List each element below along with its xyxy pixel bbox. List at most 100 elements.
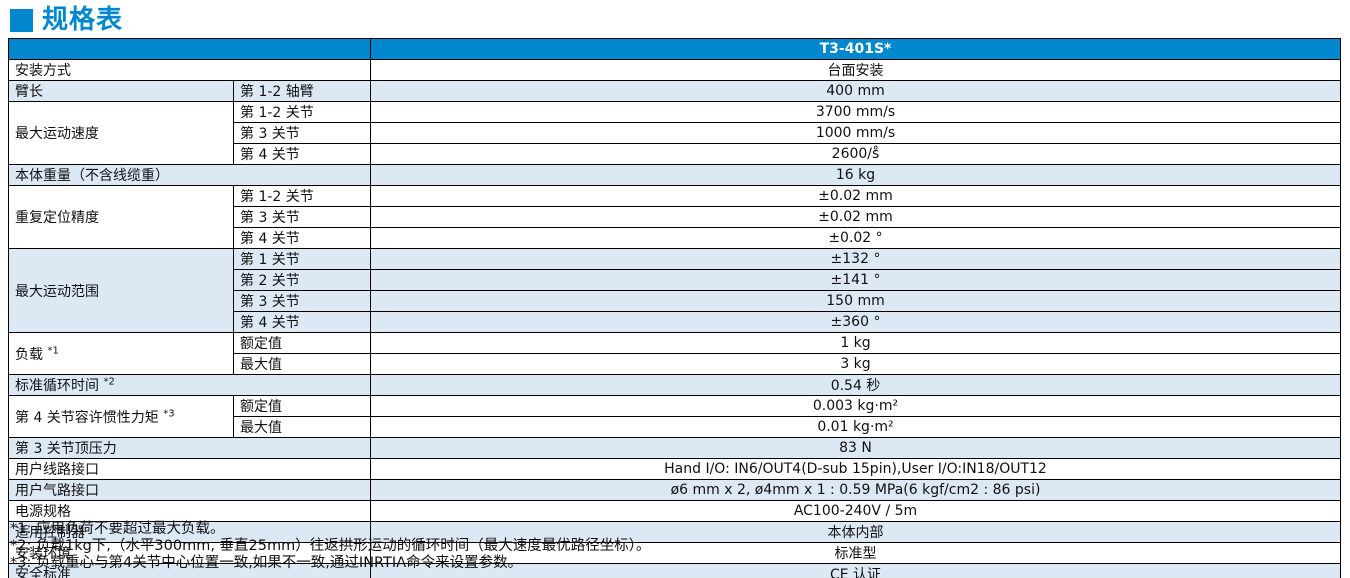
row-sublabel-cell: 第 1-2 轴臂 bbox=[233, 80, 371, 102]
row-label: 用户气路接口 bbox=[15, 483, 99, 499]
row-value-cell: AC100-240V / 5m bbox=[370, 500, 1341, 522]
row-label-cell: 最大运动范围 bbox=[8, 248, 234, 333]
footnote-marker: *1 bbox=[47, 344, 59, 356]
row-sublabel-cell: 第 4 关节 bbox=[233, 227, 371, 249]
row-value-cell: ±141 ° bbox=[370, 269, 1341, 291]
table-row: 安装环境 标准型 bbox=[8, 542, 1341, 564]
row-sublabel-cell: 第 2 关节 bbox=[233, 269, 371, 291]
section-title-text: 规格表 bbox=[42, 5, 124, 35]
row-sublabel-cell: 第 4 关节 bbox=[233, 143, 371, 165]
row-label-cell: 重复定位精度 bbox=[8, 185, 234, 249]
footnote-line: *1: 应用负荷不要超过最大负载。 bbox=[10, 521, 225, 537]
row-label-cell: 适用控制器 bbox=[8, 521, 371, 543]
table-row: 负载 *1 额定值 1 kg bbox=[8, 332, 1341, 375]
row-label-cell: 第 4 关节容许惯性力矩 *3 bbox=[8, 395, 234, 438]
row-label-cell: 安装方式 bbox=[8, 59, 371, 81]
section-title: 规格表 bbox=[10, 7, 123, 33]
row-value-cell: 83 N bbox=[370, 437, 1341, 459]
row-label-cell: 第 3 关节顶压力 bbox=[8, 437, 371, 459]
row-label-cell: 臂长 bbox=[8, 80, 234, 102]
table-row: 最大值 0.01 kg·m² bbox=[9, 416, 1341, 438]
footnote-marker: *3 bbox=[163, 407, 175, 419]
table-row: 适用控制器 本体内部 bbox=[8, 521, 1341, 543]
row-sublabel-cell: 额定值 bbox=[233, 332, 371, 354]
row-label: 标准循环时间 bbox=[15, 378, 99, 394]
table-row: 第 4 关节 2600/s̊ bbox=[9, 143, 1341, 165]
row-label-cell: 用户线路接口 bbox=[8, 458, 371, 480]
table-row: 用户气路接口 ø6 mm x 2, ø4mm x 1 : 0.59 MPa(6 k… bbox=[8, 479, 1341, 501]
row-label: 重复定位精度 bbox=[15, 210, 99, 226]
spec-table-body: 安装方式 台面安装 臂长第 1-2 轴臂 400 mm 最大运动速度第 1-2 关节 37… bbox=[8, 59, 1341, 578]
table-row: 第 4 关节容许惯性力矩 *3 额定值 0.003 kg·m² bbox=[8, 395, 1341, 438]
footnote-line: *3: 负载重心与第4关节中心位置一致,如果不一致,通过INRTIA命令来设置参… bbox=[10, 554, 523, 571]
row-label-cell: 安全标准 bbox=[8, 563, 371, 578]
row-label: 安装方式 bbox=[15, 63, 71, 79]
row-value-cell: 400 mm bbox=[370, 80, 1341, 102]
row-label: 安装环境 bbox=[15, 546, 71, 562]
row-value-cell: 16 kg bbox=[370, 164, 1341, 186]
row-value-cell: ±0.02 mm bbox=[370, 206, 1341, 228]
footnotes: *1: 应用负荷不要超过最大负载。 *2: 负载1kg下,（水平300mm, 垂直… bbox=[10, 521, 651, 572]
row-label: 第 4 关节容许惯性力矩 bbox=[15, 409, 159, 426]
table-row: 第 3 关节 1000 mm/s bbox=[9, 122, 1341, 144]
row-sublabel-cell: 第 1-2 关节 bbox=[233, 185, 371, 207]
spec-table: T3-401S* 安装方式 台面安装 臂长第 1-2 轴臂 400 mm 最大运动速度第… bbox=[8, 38, 1341, 578]
row-value-cell: Hand I/O: IN6/OUT4(D-sub 15pin),User I/O… bbox=[370, 458, 1341, 480]
table-row: 第 3 关节 ±0.02 mm bbox=[9, 206, 1341, 228]
row-label-cell: 负载 *1 bbox=[8, 332, 234, 375]
table-row: 臂长 第 1-2 轴臂 400 mm bbox=[8, 80, 1341, 102]
row-value-cell: 1 kg bbox=[370, 332, 1341, 354]
table-row: 安装方式 台面安装 bbox=[8, 59, 1341, 81]
row-sublabel-cell: 第 3 关节 bbox=[233, 206, 371, 228]
row-value-cell: 标准型 bbox=[370, 542, 1341, 564]
row-value-cell: ±0.02 mm bbox=[370, 185, 1341, 207]
table-row: 电源规格 AC100-240V / 5m bbox=[8, 500, 1341, 522]
row-value-cell: 0.54 秒 bbox=[370, 374, 1341, 396]
row-label-cell: 标准循环时间 *2 bbox=[8, 374, 371, 396]
table-row: 最大运动速度 第 1-2 关节 3700 mm/s bbox=[8, 101, 1341, 165]
table-row: 第 4 关节 ±360 ° bbox=[9, 311, 1341, 333]
row-sublabel-cell: 最大值 bbox=[233, 416, 371, 438]
row-label-cell: 电源规格 bbox=[8, 500, 371, 522]
row-value-cell: ±360 ° bbox=[370, 311, 1341, 333]
spec-header-row: T3-401S* bbox=[8, 38, 1341, 60]
table-row: 第 3 关节顶压力 83 N bbox=[8, 437, 1341, 459]
table-row: 用户线路接口 Hand I/O: IN6/OUT4(D-sub 15pin),Us… bbox=[8, 458, 1341, 480]
table-row: 最大运动范围 第 1 关节 ±132 ° bbox=[8, 248, 1341, 333]
header-model-name: T3-401S* bbox=[370, 38, 1341, 60]
row-value-cell: 3700 mm/s bbox=[370, 101, 1341, 123]
row-sublabel-cell: 第 3 关节 bbox=[233, 290, 371, 312]
row-label: 用户线路接口 bbox=[15, 462, 99, 478]
row-sublabel-cell: 第 1 关节 bbox=[233, 248, 371, 270]
row-value-cell: 0.003 kg·m² bbox=[370, 395, 1341, 417]
table-row: 本体重量（不含线缆重） 16 kg bbox=[8, 164, 1341, 186]
row-label: 适用控制器 bbox=[15, 525, 85, 541]
row-value-cell: ø6 mm x 2, ø4mm x 1 : 0.59 MPa(6 kgf/cm2… bbox=[370, 479, 1341, 501]
row-label-cell: 用户气路接口 bbox=[8, 479, 371, 501]
row-value-cell: CE 认证 bbox=[370, 563, 1341, 578]
row-value-cell: 本体内部 bbox=[370, 521, 1341, 543]
row-label-cell: 本体重量（不含线缆重） bbox=[8, 164, 371, 186]
row-value-cell: ±132 ° bbox=[370, 248, 1341, 270]
footnote-line: *2: 负载1kg下,（水平300mm, 垂直25mm）往返拱形运动的循环时间（… bbox=[10, 537, 651, 554]
row-sublabel-cell: 第 1-2 关节 bbox=[233, 101, 371, 123]
row-label: 最大运动速度 bbox=[15, 126, 99, 142]
row-label: 负载 bbox=[15, 346, 43, 363]
row-label-cell: 最大运动速度 bbox=[8, 101, 234, 165]
table-row: 最大值 3 kg bbox=[9, 353, 1341, 375]
row-sublabel-cell: 最大值 bbox=[233, 353, 371, 375]
table-row: 安全标准 CE 认证 bbox=[8, 563, 1341, 578]
row-sublabel-cell: 额定值 bbox=[233, 395, 371, 417]
row-value-cell: 3 kg bbox=[370, 353, 1341, 375]
row-sublabel-cell: 第 3 关节 bbox=[233, 122, 371, 144]
row-label: 电源规格 bbox=[15, 504, 71, 520]
row-value-cell: 1000 mm/s bbox=[370, 122, 1341, 144]
header-empty-cell bbox=[8, 38, 371, 60]
row-sublabel-cell: 第 4 关节 bbox=[233, 311, 371, 333]
row-value-cell: 0.01 kg·m² bbox=[370, 416, 1341, 438]
row-value-cell: ±0.02 ° bbox=[370, 227, 1341, 249]
row-label: 最大运动范围 bbox=[15, 283, 99, 300]
row-value-cell: 台面安装 bbox=[370, 59, 1341, 81]
footnote-marker: *2 bbox=[103, 376, 115, 388]
